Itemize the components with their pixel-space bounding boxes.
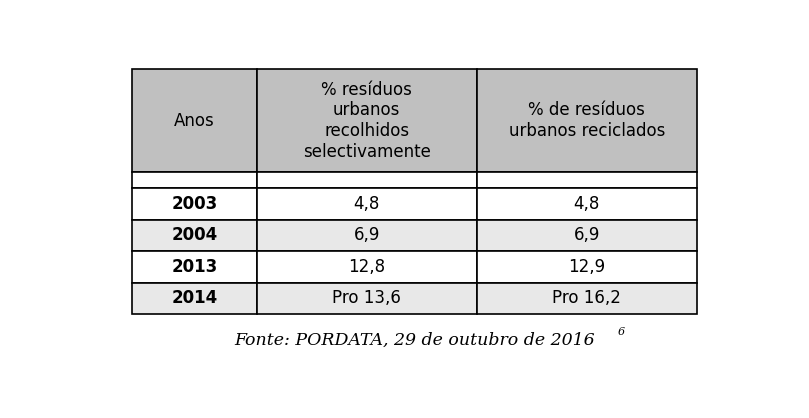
Bar — [133, 172, 256, 188]
Bar — [477, 172, 697, 188]
Bar — [256, 69, 477, 172]
Text: 2013: 2013 — [172, 258, 218, 276]
Text: 12,9: 12,9 — [568, 258, 605, 276]
Text: 4,8: 4,8 — [574, 195, 600, 213]
Text: 6,9: 6,9 — [354, 227, 380, 245]
Bar — [133, 219, 256, 251]
Text: 2003: 2003 — [172, 195, 218, 213]
Bar — [256, 188, 477, 219]
Text: % resíduos
urbanos
recolhidos
selectivamente: % resíduos urbanos recolhidos selectivam… — [303, 81, 430, 161]
Text: % de resíduos
urbanos reciclados: % de resíduos urbanos reciclados — [509, 102, 665, 140]
Bar — [256, 251, 477, 283]
Bar — [256, 172, 477, 188]
Text: 12,8: 12,8 — [348, 258, 385, 276]
Bar — [477, 219, 697, 251]
Bar — [477, 188, 697, 219]
Bar — [133, 188, 256, 219]
Text: Anos: Anos — [174, 112, 215, 130]
Bar — [256, 219, 477, 251]
Text: Fonte: PORDATA, 29 de outubro de 2016: Fonte: PORDATA, 29 de outubro de 2016 — [235, 332, 595, 349]
Text: 6,9: 6,9 — [574, 227, 600, 245]
Text: 4,8: 4,8 — [354, 195, 380, 213]
Bar — [477, 283, 697, 314]
Bar — [133, 283, 256, 314]
Text: Fonte: PORDATA, 29 de outubro de 2016: Fonte: PORDATA, 29 de outubro de 2016 — [233, 332, 596, 350]
Text: 2014: 2014 — [172, 289, 218, 307]
Bar — [133, 251, 256, 283]
Bar — [477, 69, 697, 172]
Bar — [133, 69, 256, 172]
Bar — [256, 283, 477, 314]
Bar — [477, 251, 697, 283]
Text: Pro 16,2: Pro 16,2 — [553, 289, 621, 307]
Text: 2004: 2004 — [172, 227, 218, 245]
Text: Pro 13,6: Pro 13,6 — [332, 289, 401, 307]
Text: 6: 6 — [618, 327, 625, 337]
